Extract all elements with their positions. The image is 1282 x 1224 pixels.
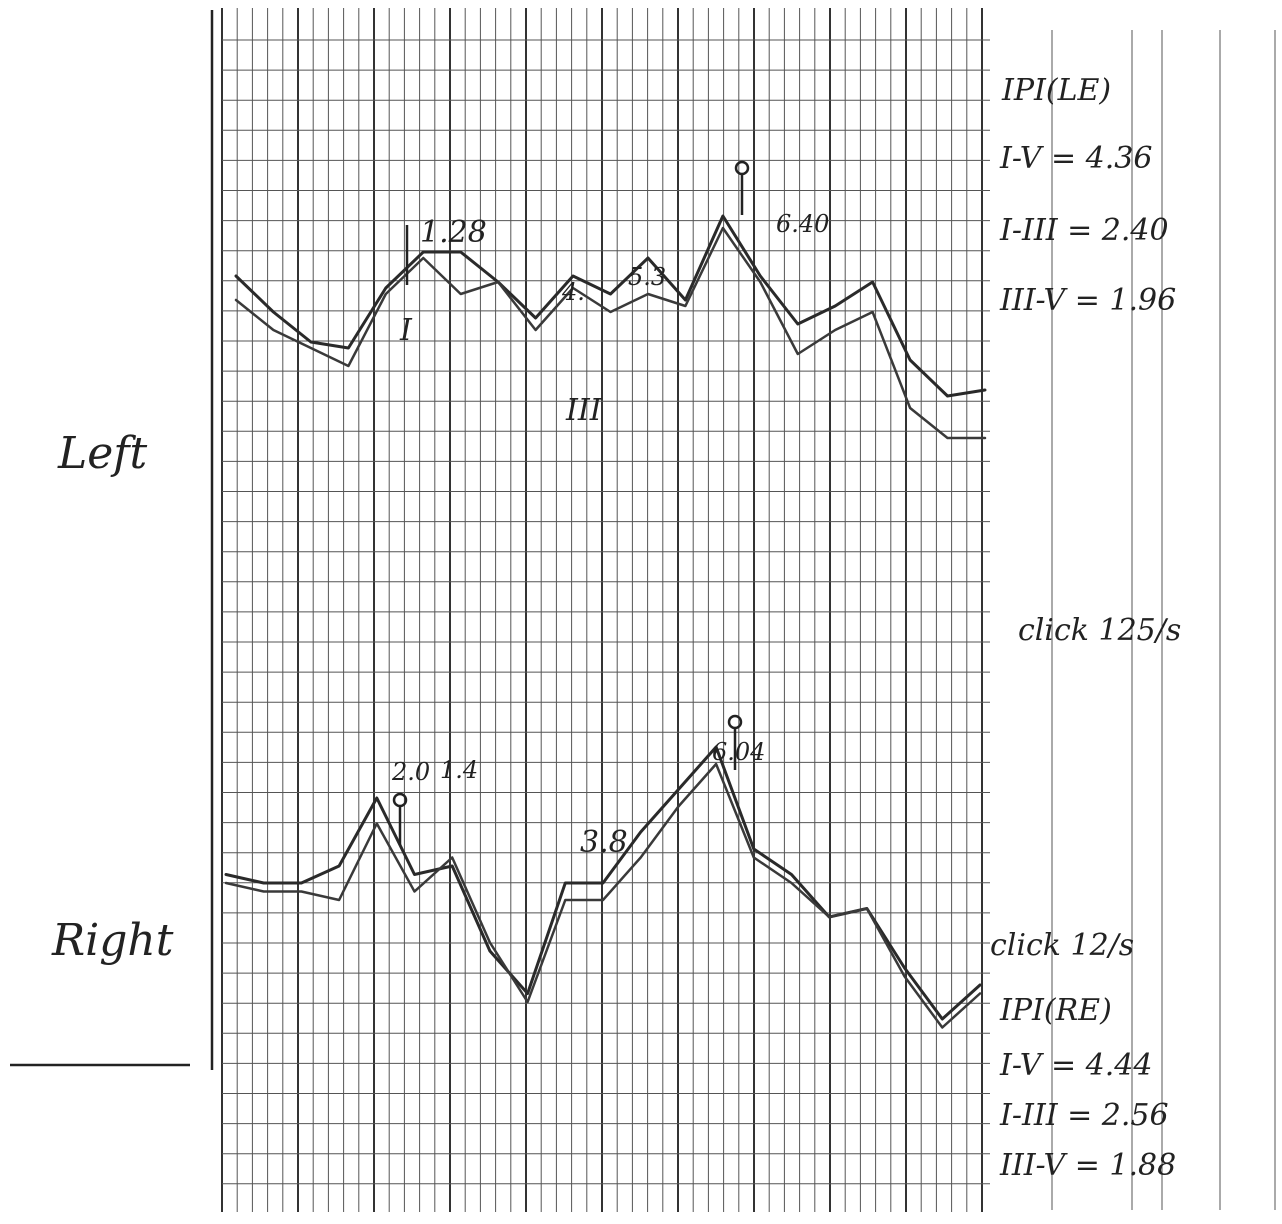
right-ipi-i-v: I-V = 4.44 — [999, 1048, 1152, 1083]
right-ipi-iii-v: III-V = 1.88 — [999, 1148, 1176, 1183]
left-roman-i: I — [399, 313, 413, 348]
left-peak-iv-label: 5.3 — [628, 263, 666, 291]
right-peak-v-label: 6.04 — [712, 738, 765, 766]
right-trace-2 — [224, 762, 982, 1029]
left-ear-label: Left — [57, 428, 148, 479]
left-ipi-iii-v: III-V = 1.96 — [999, 283, 1176, 318]
left-roman-iii: III — [565, 393, 603, 428]
left-peak-i-label: 1.28 — [420, 215, 487, 250]
right-peak-annotations: 2.0 1.4 3.8 6.04 — [391, 714, 765, 860]
right-ipi-i-iii: I-III = 2.56 — [999, 1098, 1169, 1133]
left-trace-1 — [234, 214, 987, 398]
left-click-rate: click 125/s — [1018, 613, 1181, 648]
left-ipi-i-iii: I-III = 2.40 — [999, 213, 1169, 248]
left-ear-notes: IPI(LE) I-V = 4.36 I-III = 2.40 III-V = … — [999, 73, 1181, 648]
right-peak-iii-label: 3.8 — [580, 825, 628, 860]
right-click-rate: click 12/s — [990, 928, 1134, 963]
left-ipi-header: IPI(LE) — [1001, 73, 1111, 108]
right-peak-i-label: 2.0 — [391, 758, 430, 786]
right-ear-label: Right — [51, 915, 174, 966]
left-ipi-i-v: I-V = 4.36 — [999, 141, 1152, 176]
left-trace-2 — [234, 226, 987, 440]
waveform-traces — [224, 214, 987, 1029]
left-peak-v-label: 6.40 — [776, 210, 829, 238]
left-peak-annotations: 1.28 I 4. III 5.3 6.40 — [399, 160, 829, 428]
left-peak-iii-label: 4. — [561, 278, 585, 306]
right-ear-notes: click 12/s IPI(RE) I-V = 4.44 I-III = 2.… — [990, 928, 1176, 1183]
right-ipi-header: IPI(RE) — [999, 993, 1112, 1028]
right-peak-ii-label: 1.4 — [440, 756, 478, 784]
chart-grid — [221, 8, 990, 1212]
